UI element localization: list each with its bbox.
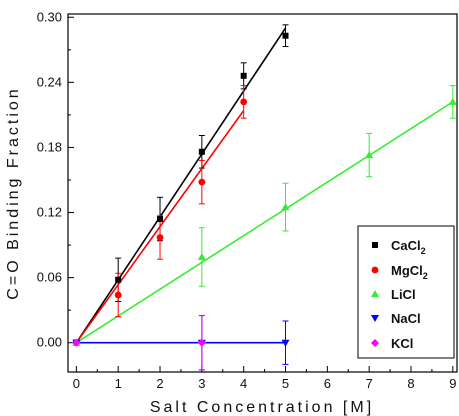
legend-label: CaCl2 xyxy=(391,238,426,256)
x-tick-label: 7 xyxy=(366,376,373,391)
legend-marker xyxy=(371,266,379,274)
data-point xyxy=(198,178,206,186)
data-point xyxy=(282,32,289,39)
x-tick-label: 9 xyxy=(449,376,456,391)
data-point xyxy=(197,338,206,347)
x-axis-title: Salt Concentration [M] xyxy=(150,399,374,416)
x-tick-label: 2 xyxy=(156,376,163,391)
data-point xyxy=(156,234,164,241)
legend-marker xyxy=(371,315,379,322)
data-point xyxy=(198,148,205,155)
data-point xyxy=(114,291,122,299)
y-tick-label: 0.30 xyxy=(37,9,62,24)
data-point xyxy=(281,203,290,211)
y-tick-label: 0.24 xyxy=(37,74,62,89)
y-axis-title: C=O Binding Fraction xyxy=(5,86,22,299)
data-point xyxy=(240,98,248,106)
data-markers xyxy=(72,32,457,347)
fit-line xyxy=(75,101,454,344)
data-point xyxy=(157,216,164,223)
y-axis-ticks: 0.00 0.06 0.12 0.18 0.24 0.30 xyxy=(37,9,74,350)
x-axis-ticks: 0 1 2 3 4 5 6 7 8 9 xyxy=(73,366,456,391)
data-point xyxy=(240,72,247,79)
fit-line xyxy=(75,27,287,344)
data-point xyxy=(115,276,122,283)
data-point xyxy=(197,253,206,261)
legend: CaCl2 MgCl2 LiCl NaCl KCl xyxy=(357,225,455,359)
legend-marker xyxy=(371,290,379,297)
y-tick-label: 0.12 xyxy=(37,205,62,220)
x-tick-label: 6 xyxy=(324,376,331,391)
x-tick-label: 5 xyxy=(282,376,289,391)
x-tick-label: 0 xyxy=(73,376,80,391)
data-point xyxy=(365,151,374,159)
x-tick-label: 3 xyxy=(198,376,205,391)
y-tick-label: 0.06 xyxy=(37,270,62,285)
y-tick-label: 0.18 xyxy=(37,139,62,154)
data-point xyxy=(448,97,457,105)
x-tick-label: 8 xyxy=(407,376,414,391)
legend-label: LiCl xyxy=(391,287,416,302)
data-point xyxy=(281,339,290,347)
legend-label: MgCl2 xyxy=(391,263,428,281)
plot-frame xyxy=(67,13,458,373)
x-tick-label: 1 xyxy=(115,376,122,391)
legend-label: KCl xyxy=(391,336,413,351)
legend-marker xyxy=(371,339,379,347)
legend-label: NaCl xyxy=(391,311,421,326)
y-tick-label: 0.00 xyxy=(37,335,62,350)
x-tick-label: 4 xyxy=(240,376,247,391)
data-point xyxy=(72,338,81,347)
legend-marker xyxy=(372,242,378,248)
